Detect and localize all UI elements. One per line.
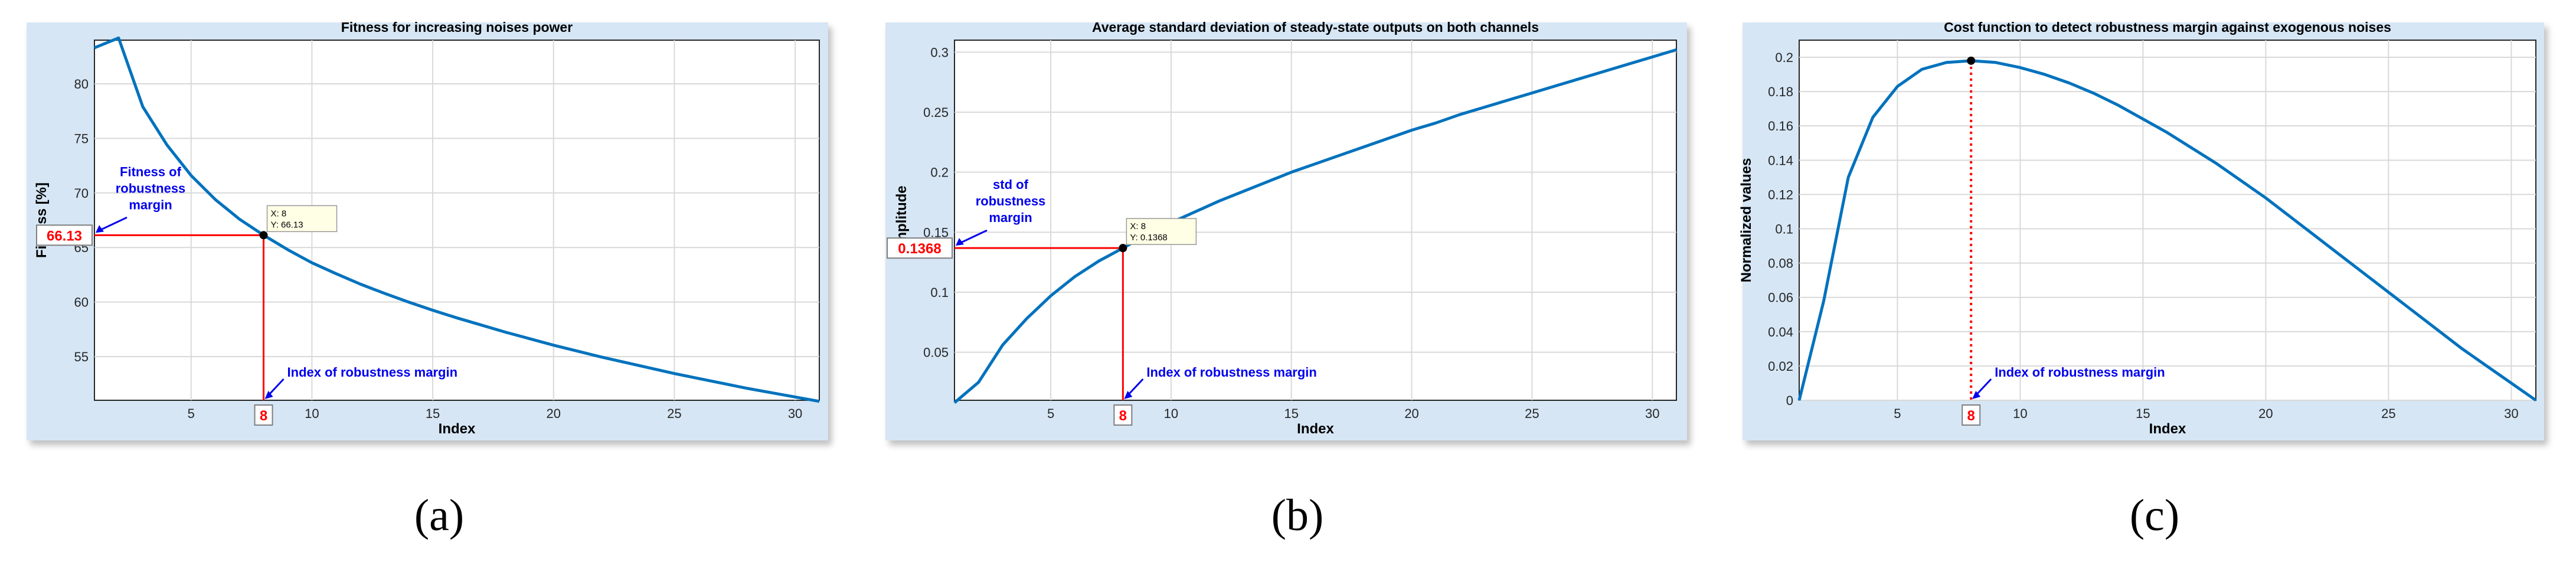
p2-x-tick-label: 20: [2258, 406, 2273, 421]
p2-y-tick-label: 0.02: [1768, 359, 1793, 374]
p1-y-tick-label: 0.1: [930, 285, 949, 300]
p2-index-annotation: Index of robustness margin: [1995, 365, 2165, 380]
p2-x-tick-label: 15: [2136, 406, 2150, 421]
p2-y-tick-label: 0.08: [1768, 256, 1793, 271]
p2-series-line: [1797, 59, 2537, 402]
panel-b-caption: (b): [1271, 491, 1324, 540]
p1-x-tick-label: 5: [1047, 406, 1054, 421]
p1-datatip-x: X: 8: [1130, 221, 1146, 231]
p1-y-tick-label: 0.3: [930, 45, 949, 60]
p0-chart-title: Fitness for increasing noises power: [341, 19, 573, 35]
p0-x-index-box: [254, 404, 273, 426]
p1-x-tick-label: 15: [1284, 406, 1298, 421]
p2-index-annotation-arrowhead: [1972, 391, 1981, 399]
p0-datatip-box: [266, 205, 338, 233]
p1-y-tick-label: 0.25: [923, 105, 949, 120]
p2-x-axis-label: Index: [2149, 421, 2186, 437]
p1-chart-title: Average standard deviation of steady-sta…: [1092, 19, 1539, 35]
p2-y-tick-label: 0: [1786, 393, 1793, 408]
p0-y-value-box: [36, 224, 93, 246]
p2-plot-area: [1799, 40, 2536, 401]
p1-index-annotation-arrowhead: [1124, 391, 1133, 399]
p0-y-tick-label: 80: [74, 77, 89, 92]
p1-x-tick-label: 30: [1645, 406, 1659, 421]
p1-y-value-label: 0.1368: [898, 241, 941, 257]
p1-plot-area: [954, 40, 1677, 401]
p0-x-tick-label: 10: [305, 406, 319, 421]
p0-x-index-label: 8: [260, 408, 267, 424]
p1-series-line: [953, 48, 1677, 404]
p2-x-tick-label: 25: [2381, 406, 2395, 421]
p2-y-tick-label: 0.14: [1768, 153, 1793, 168]
panel-c-caption: (c): [2129, 491, 2180, 540]
p2-y-tick-label: 0.06: [1768, 290, 1793, 305]
p2-y-tick-label: 0.1: [1775, 222, 1793, 237]
p0-y-tick-label: 75: [74, 131, 89, 146]
p1-y-tick-label: 0.2: [930, 165, 949, 180]
p1-x-tick-label: 25: [1525, 406, 1539, 421]
p0-value-annotation-line: margin: [129, 197, 172, 212]
p2-x-index-label: 8: [1967, 408, 1975, 424]
p0-marker-point: [259, 231, 268, 240]
p1-y-tick-label: 0.15: [923, 225, 949, 240]
panel-a-caption: (a): [414, 491, 465, 540]
p1-value-annotation-arrowhead: [956, 238, 964, 246]
p0-x-tick-label: 25: [667, 406, 681, 421]
p1-datatip-box: [1126, 218, 1197, 245]
p1-x-tick-label: 10: [1164, 406, 1178, 421]
p2-y-tick-label: 0.12: [1768, 187, 1793, 202]
p0-value-annotation-line: robustness: [116, 181, 186, 195]
p0-value-annotation-arrowhead: [96, 225, 104, 233]
p1-value-annotation-line: std of: [993, 177, 1029, 192]
p2-marker-point: [1967, 56, 1976, 65]
p0-datatip-x: X: 8: [271, 208, 287, 218]
p2-y-tick-label: 0.18: [1768, 84, 1793, 99]
p1-value-annotation-line: robustness: [976, 194, 1046, 208]
p0-x-tick-label: 30: [788, 406, 802, 421]
p0-y-tick-label: 55: [74, 350, 89, 364]
p2-y-tick-label: 0.04: [1768, 325, 1793, 339]
p1-datatip-y: Y: 0.1368: [1130, 233, 1167, 243]
p1-x-axis-label: Index: [1297, 421, 1334, 437]
p0-plot-area: [94, 40, 820, 401]
p1-marker-point: [1119, 244, 1127, 253]
p2-y-tick-label: 0.16: [1768, 119, 1793, 133]
p2-chart-title: Cost function to detect robustness margi…: [1944, 19, 2391, 35]
p2-x-tick-label: 5: [1894, 406, 1901, 421]
p1-x-index-box: [1113, 404, 1133, 426]
p0-y-axis-label: Fitness [%]: [34, 182, 50, 258]
p1-y-value-box: [887, 237, 953, 259]
p1-x-index-label: 8: [1119, 408, 1127, 424]
p0-x-axis-label: Index: [439, 421, 476, 437]
p2-y-tick-label: 0.2: [1775, 50, 1793, 65]
p0-value-annotation-line: Fitness of: [120, 164, 182, 179]
p0-index-annotation-arrowhead: [264, 391, 273, 399]
p0-x-tick-label: 15: [426, 406, 440, 421]
p2-y-axis-label: Normalized values: [1738, 158, 1754, 283]
p1-x-tick-label: 20: [1404, 406, 1418, 421]
p1-index-annotation: Index of robustness margin: [1146, 365, 1317, 380]
p0-x-tick-label: 20: [546, 406, 560, 421]
p2-x-index-box: [1962, 404, 1981, 426]
p0-index-annotation: Index of robustness margin: [287, 365, 458, 380]
p0-x-tick-label: 5: [188, 406, 195, 421]
p0-series-line: [94, 36, 820, 403]
p0-y-tick-label: 60: [74, 295, 89, 310]
p1-value-annotation-line: margin: [989, 210, 1032, 225]
p0-y-tick-label: 70: [74, 186, 89, 201]
p1-y-tick-label: 0.05: [923, 345, 949, 360]
p2-x-tick-label: 10: [2013, 406, 2027, 421]
p0-y-value-label: 66.13: [47, 228, 82, 244]
p0-datatip-y: Y: 66.13: [271, 220, 303, 230]
p2-x-tick-label: 30: [2504, 406, 2518, 421]
